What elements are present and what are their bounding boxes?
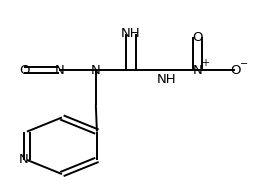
Text: NH: NH [121,27,141,40]
Text: O: O [192,31,203,44]
Text: N: N [19,153,29,166]
Text: +: + [201,58,209,68]
Text: N: N [91,63,101,77]
Text: −: − [239,59,248,69]
Text: O: O [230,63,241,77]
Text: NH: NH [156,73,176,86]
Text: O: O [19,63,29,77]
Text: N: N [54,63,64,77]
Text: N: N [193,63,202,77]
